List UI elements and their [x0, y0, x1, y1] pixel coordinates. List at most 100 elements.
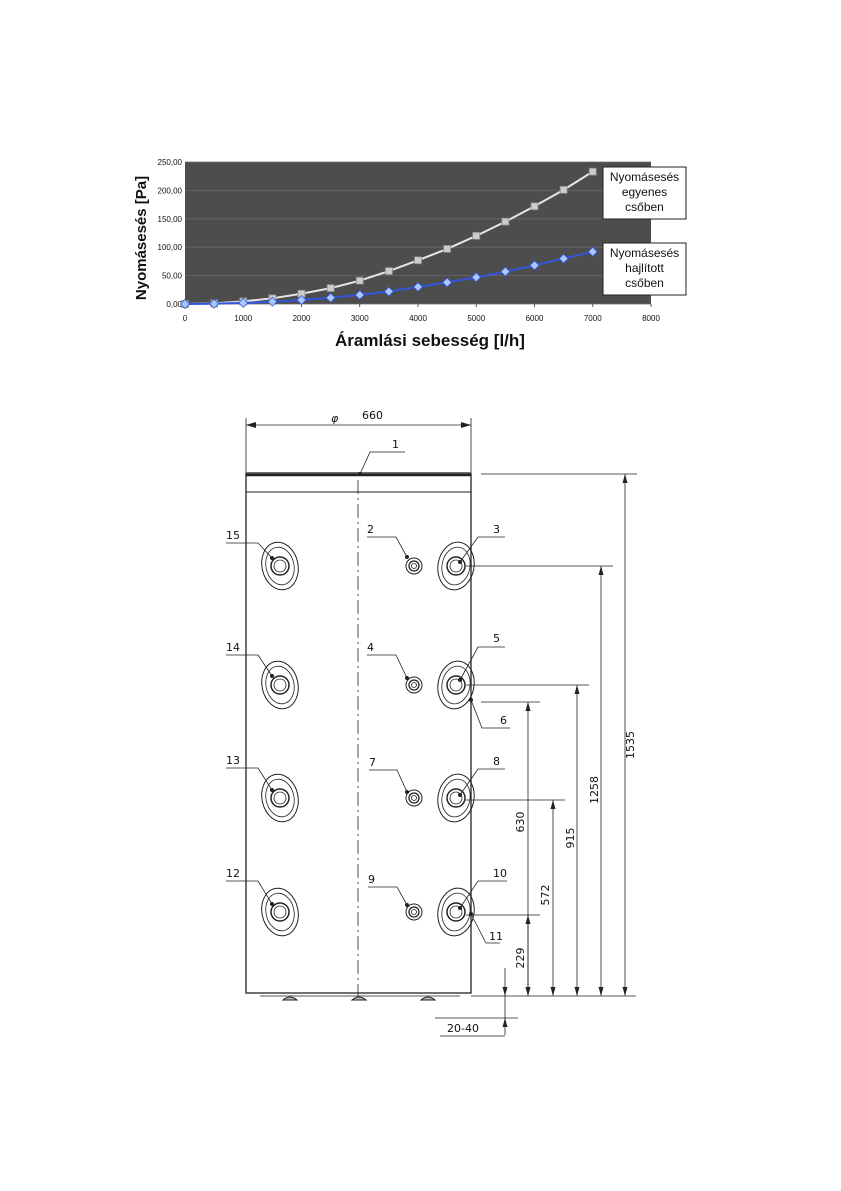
small-nozzle	[405, 557, 423, 575]
arrow-head	[525, 702, 531, 711]
arrow-head	[246, 422, 256, 428]
x-tick-label: 7000	[584, 314, 602, 323]
data-point	[500, 266, 511, 277]
data-point	[472, 231, 481, 240]
leader-15	[226, 542, 273, 559]
leader-dot	[269, 556, 274, 561]
leader-dot	[468, 698, 473, 703]
series-layer	[179, 167, 598, 310]
legend-label: csőben	[625, 200, 664, 214]
legend-label: egyenes	[622, 185, 667, 199]
callout-6: 6	[500, 714, 507, 727]
small-nozzle	[405, 903, 423, 921]
data-point	[559, 185, 568, 194]
data-point	[383, 286, 394, 297]
leader-2	[367, 536, 408, 558]
data-point	[501, 217, 510, 226]
callout-7: 7	[369, 756, 376, 769]
dimension-lines	[435, 473, 637, 1037]
leader-4	[367, 654, 408, 679]
legend-label: csőben	[625, 276, 664, 290]
leader-14	[226, 654, 273, 677]
y-tick-label: 0,00	[166, 300, 182, 309]
legend-label: hajlított	[625, 261, 664, 275]
y-tick-labels: 0,00 50,00 100,00 150,00 200,00 250,00	[158, 158, 183, 309]
data-point	[588, 167, 597, 176]
leader-dot	[269, 674, 274, 679]
x-tick-label: 0	[183, 314, 188, 323]
legend-label: Nyomásesés	[610, 246, 679, 260]
leader-dot	[457, 560, 462, 565]
y-tick-label: 250,00	[158, 158, 183, 167]
flange-connection	[437, 660, 475, 710]
flange-connection	[437, 541, 475, 591]
callout-8: 8	[493, 755, 500, 768]
x-tick-label: 1000	[234, 314, 252, 323]
arrow-head	[598, 566, 604, 575]
callout-3: 3	[493, 523, 500, 536]
dim-572: 572	[539, 885, 552, 906]
y-tick-label: 100,00	[158, 243, 183, 252]
leader-9	[368, 886, 408, 906]
data-point	[471, 272, 482, 283]
leader-dot	[404, 676, 409, 681]
data-point	[296, 294, 307, 306]
data-point	[442, 277, 453, 288]
callout-12: 12	[226, 867, 240, 880]
diameter-symbol: φ	[331, 412, 339, 425]
callout-4: 4	[367, 641, 374, 654]
dim-630: 630	[514, 812, 527, 833]
leader-dot	[269, 902, 274, 907]
small-nozzle	[405, 789, 423, 807]
arrow-head	[550, 987, 556, 996]
arrow-head	[622, 474, 628, 483]
legend-box-2	[602, 242, 687, 296]
x-tick-label: 4000	[409, 314, 427, 323]
leader-12	[226, 880, 273, 905]
x-tick-label: 3000	[351, 314, 369, 323]
data-point	[267, 296, 278, 307]
arrow-head	[622, 987, 628, 996]
plot-area	[185, 162, 651, 304]
callout-9: 9	[368, 873, 375, 886]
data-point	[326, 284, 335, 292]
legend: NyomásesésegyenescsőbenNyomáseséshajlíto…	[602, 166, 687, 296]
arrow-head	[574, 987, 580, 996]
y-axis-label: Nyomásesés [Pa]	[133, 176, 150, 300]
leader-11	[470, 913, 500, 944]
leader-dot	[457, 793, 462, 798]
leader-lines	[226, 451, 510, 944]
y-tick-label: 150,00	[158, 215, 183, 224]
leader-dot	[269, 788, 274, 793]
arrow-head	[502, 987, 508, 996]
data-point	[530, 202, 539, 211]
arrow-head	[574, 685, 580, 694]
data-point	[355, 276, 364, 285]
data-point	[238, 297, 249, 308]
dim-915: 915	[564, 828, 577, 849]
arrow-head	[525, 915, 531, 924]
leader-dot	[457, 678, 462, 683]
x-tick-label: 5000	[467, 314, 485, 323]
x-tick-labels: 0 1000 2000 3000 4000 5000 6000 7000 8000	[183, 314, 661, 323]
leader-7	[369, 769, 408, 793]
leader-dot	[404, 790, 409, 795]
data-point	[354, 289, 365, 300]
foot-2	[350, 996, 368, 1001]
flange-connection	[437, 773, 475, 823]
grid-lines	[184, 161, 652, 307]
arrow-head	[525, 987, 531, 996]
small-nozzle	[405, 676, 423, 694]
dim-1535: 1535	[624, 731, 637, 759]
data-point	[414, 256, 422, 265]
arrow-head	[502, 1018, 508, 1027]
arrow-head	[461, 422, 471, 428]
data-point	[384, 267, 393, 275]
x-tick-label: 2000	[293, 314, 311, 323]
leader-1	[359, 451, 405, 475]
flange-connection	[261, 887, 299, 937]
y-tick-label: 50,00	[162, 272, 183, 281]
leader-3	[459, 536, 505, 563]
